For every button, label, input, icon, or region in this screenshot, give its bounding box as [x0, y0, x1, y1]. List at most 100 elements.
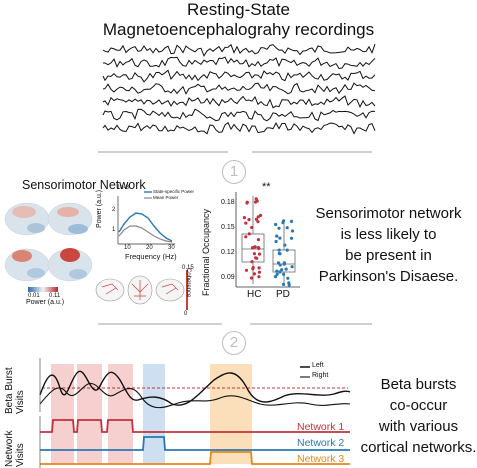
beta-burst-plot — [39, 358, 351, 412]
state-power-curve — [118, 212, 173, 242]
boxplot-ytick-018: 0.18 — [221, 199, 235, 206]
mean-power-curve — [118, 225, 173, 243]
data-point — [250, 246, 255, 250]
spectrum-ytick-2: 2 — [112, 207, 116, 213]
data-point — [257, 270, 261, 274]
coherence-max: 0.15 — [182, 265, 194, 271]
spectrum-xtick-10: 10 — [124, 245, 131, 251]
network-ylabel-line-2: Visits — [15, 443, 26, 467]
spectrum-xtick-20: 20 — [146, 245, 153, 251]
data-point — [282, 219, 286, 223]
fractional-occupancy-boxplot — [235, 192, 300, 288]
step-1-badge: 1 — [222, 160, 246, 184]
boxplot-group-pd: PD — [276, 289, 290, 300]
spectrum-xtick-30: 30 — [168, 245, 175, 251]
data-point — [273, 275, 278, 279]
meg-trace-7 — [102, 121, 376, 135]
network-3-trace — [40, 451, 350, 465]
box-hc — [241, 196, 265, 284]
meg-trace-4 — [102, 82, 376, 95]
data-point — [287, 281, 291, 285]
data-point — [289, 219, 294, 223]
brain-maps — [4, 202, 93, 292]
power-spectrum-plot — [117, 191, 175, 245]
data-point — [275, 272, 279, 276]
data-point — [257, 275, 261, 279]
network-visits-plot — [39, 416, 350, 468]
network-2-label: Network 2 — [297, 437, 345, 449]
network-1-trace — [40, 419, 350, 433]
box — [272, 249, 296, 273]
data-point — [277, 251, 281, 256]
colorbar — [28, 287, 58, 292]
data-point — [254, 217, 258, 221]
data-point — [286, 276, 290, 280]
left-burst-curve — [39, 370, 351, 406]
meg-traces — [102, 43, 376, 135]
burst-ylabel: Beta Burst Visits — [4, 367, 26, 414]
brain-left-lateral — [4, 202, 50, 236]
meg-trace-6 — [102, 108, 376, 122]
data-point — [247, 232, 251, 236]
data-point — [282, 262, 286, 266]
brain-right-lateral — [47, 202, 93, 236]
data-point — [274, 222, 278, 227]
coherence-colorbar — [186, 270, 188, 310]
data-point — [257, 246, 261, 251]
spectrum-xlabel: Frequency (Hz) — [125, 252, 177, 261]
data-point — [275, 269, 279, 273]
data-point — [245, 200, 249, 204]
legend-left: Left — [312, 362, 324, 369]
spectrum-ytick-1: 1 — [112, 227, 116, 233]
coherence-min: 0 — [184, 311, 188, 317]
data-point — [257, 252, 262, 256]
finding-2-line-3: with various — [378, 418, 459, 435]
data-point — [281, 282, 286, 286]
meg-trace-2 — [103, 56, 376, 70]
boxplot-ytick-012: 0.12 — [221, 249, 235, 256]
boxplot-ytick-015: 0.15 — [221, 224, 235, 231]
data-point — [257, 266, 261, 270]
data-point — [290, 265, 294, 269]
finding-1-line-4: Parkinson's Disaese. — [318, 268, 459, 285]
boxplot-group-hc: HC — [247, 289, 262, 300]
data-point — [284, 267, 288, 271]
data-point — [252, 272, 256, 276]
data-point — [250, 260, 254, 264]
data-point — [244, 235, 248, 239]
data-point — [274, 239, 278, 244]
data-point — [259, 213, 263, 217]
burst-ylabel-line-1: Beta Burst — [4, 367, 15, 414]
data-point — [255, 199, 259, 203]
colorbar-max: 0.11 — [49, 293, 61, 299]
data-point — [290, 229, 295, 233]
data-point — [278, 236, 282, 240]
data-point — [256, 220, 260, 224]
network-1-label: Network 1 — [297, 421, 345, 433]
data-point — [275, 234, 279, 238]
data-point — [277, 226, 281, 230]
data-point — [278, 270, 282, 274]
data-point — [249, 276, 254, 280]
coherence-brains — [95, 270, 188, 310]
title-line-1: Resting-State — [187, 0, 290, 19]
data-point — [289, 236, 294, 240]
data-point — [280, 268, 284, 272]
sensorimotor-title: Sensorimotor Network — [22, 178, 146, 192]
data-point — [252, 252, 256, 256]
meg-trace-3 — [102, 69, 376, 83]
box-pd — [272, 219, 296, 287]
data-point — [250, 225, 254, 230]
data-point — [277, 248, 281, 252]
network-3-label: Network 3 — [297, 453, 345, 465]
legend-right: Right — [312, 372, 329, 379]
right-burst-curve — [39, 382, 351, 409]
data-point — [256, 238, 260, 242]
title-line-2: Magnetoencephalograhy recordings — [102, 20, 375, 39]
data-point — [276, 261, 281, 265]
data-point — [255, 256, 259, 260]
significance-stars: ** — [262, 181, 271, 193]
state-windows — [51, 364, 252, 464]
finding-2-line-4: cortical networks. — [360, 439, 477, 456]
